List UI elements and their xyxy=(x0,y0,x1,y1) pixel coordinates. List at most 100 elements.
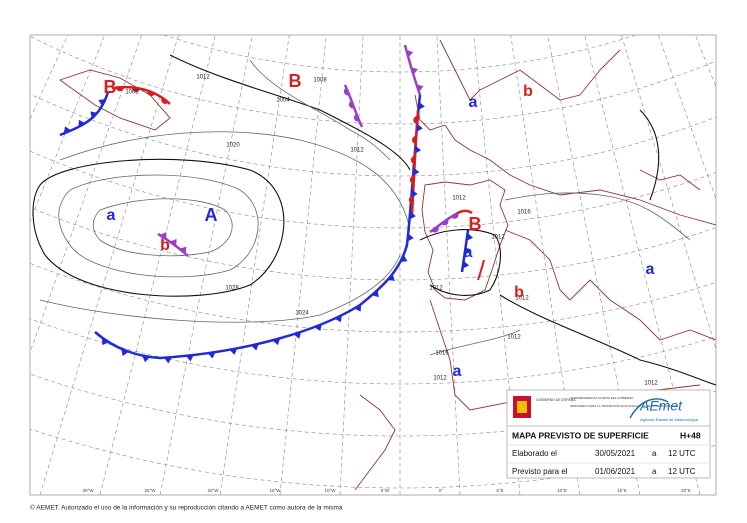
pressure-center: b xyxy=(514,284,524,301)
semicircle xyxy=(410,155,416,164)
triangle xyxy=(229,348,238,355)
brand-sub: Agencia Estatal de Meteorología xyxy=(640,417,699,422)
triangle xyxy=(251,343,259,351)
fronts xyxy=(59,44,485,364)
cold-symbol xyxy=(229,348,238,355)
meridian xyxy=(30,35,106,222)
cold-symbol xyxy=(98,99,106,107)
gov-label: GOBIERNO DE ESPAÑA xyxy=(536,397,576,402)
isobar-label: 1012 xyxy=(507,335,521,341)
longitude-label: 15°E xyxy=(617,488,627,493)
warm-symbol xyxy=(131,87,140,92)
semicircle xyxy=(348,100,355,109)
meridian xyxy=(339,35,364,495)
warm-symbol xyxy=(115,87,124,92)
isobar-label: 1020 xyxy=(226,143,240,149)
longitude-label: 20°E xyxy=(681,488,691,493)
triangle xyxy=(179,246,187,254)
cold-symbol xyxy=(63,126,72,134)
triangle xyxy=(416,123,423,132)
gov-label: VICEPRESIDENCIA CUARTA DEL GOBIERNO xyxy=(570,396,634,400)
longitude-label: 20°W xyxy=(207,488,219,493)
triangle xyxy=(409,211,416,220)
cold-symbol xyxy=(407,233,414,242)
parallel xyxy=(0,0,747,20)
cold-symbol xyxy=(163,357,172,364)
triangle xyxy=(371,289,379,298)
triangle xyxy=(354,304,362,312)
meridian xyxy=(436,35,461,495)
triangle xyxy=(414,145,422,154)
longitude-label: 0° xyxy=(439,488,444,493)
parallel xyxy=(30,93,716,177)
cold-symbol xyxy=(416,84,424,92)
triangle xyxy=(78,119,86,128)
meridian xyxy=(547,35,641,495)
graticule xyxy=(0,0,747,495)
cold-symbol xyxy=(413,167,420,176)
cold-symbol xyxy=(462,260,469,269)
semicircle xyxy=(353,113,360,122)
semicircle xyxy=(408,195,414,204)
semicircle xyxy=(409,175,415,184)
isobar-label: 1016 xyxy=(517,210,531,216)
triangle xyxy=(98,99,106,107)
cold-symbol xyxy=(387,273,395,281)
info-cell: a xyxy=(652,449,657,458)
meridian xyxy=(658,35,716,200)
cold-symbol xyxy=(414,145,422,154)
semicircle xyxy=(450,212,459,219)
longitude-label: 15°W xyxy=(269,488,281,493)
meridian xyxy=(621,35,716,350)
triangle xyxy=(407,233,414,242)
isobar-label: 1012 xyxy=(429,286,443,292)
longitude-label: 10°E xyxy=(557,488,567,493)
pressure-center: A xyxy=(205,205,218,225)
triangle xyxy=(334,315,342,323)
triangle xyxy=(159,232,167,240)
triangle xyxy=(293,331,302,339)
pressure-center: a xyxy=(646,261,655,278)
semicircle xyxy=(161,97,169,104)
isobar-label: 1012 xyxy=(491,235,505,241)
semicircle xyxy=(147,90,156,97)
isobar-label: 1028 xyxy=(225,286,239,292)
warm-symbol xyxy=(450,212,459,219)
longitude-label: 5°E xyxy=(496,488,503,493)
pressure-center: b xyxy=(523,83,533,100)
triangle xyxy=(90,111,98,119)
cold-symbol xyxy=(411,189,418,198)
gov-label: MINISTERIO PARA LA TRANSICIÓN ECOLÓGICA … xyxy=(570,403,679,408)
triangle xyxy=(406,49,414,58)
info-title: MAPA PREVISTO DE SUPERFICIE xyxy=(512,430,649,440)
cold-symbol xyxy=(416,123,423,132)
cold-symbol xyxy=(354,304,362,312)
warm-symbol xyxy=(147,90,156,97)
warm-symbol xyxy=(413,115,418,124)
meridian xyxy=(39,35,179,495)
cold-symbol xyxy=(272,338,281,346)
isobars xyxy=(32,54,716,386)
warm-symbol xyxy=(411,135,417,144)
triangle xyxy=(163,357,172,364)
meridian xyxy=(159,35,253,495)
triangle xyxy=(387,273,395,281)
info-rows: Elaborado el 30/05/2021 a 12 UTC Previsto pa… xyxy=(512,449,696,476)
coat-of-arms-inner xyxy=(517,401,527,413)
triangle xyxy=(207,351,216,359)
triangle xyxy=(466,232,473,241)
cold-symbol xyxy=(418,101,425,110)
isobar-label: 1012 xyxy=(515,296,529,302)
info-cell: a xyxy=(652,467,657,476)
semicircle xyxy=(431,226,439,233)
cold-symbol xyxy=(78,119,86,128)
aemet-swoosh xyxy=(629,398,669,419)
semicircle xyxy=(413,115,418,124)
isobar-label: 1008 xyxy=(313,78,327,84)
meridian xyxy=(219,35,290,495)
warm-symbol xyxy=(409,175,415,184)
triangle xyxy=(102,337,109,346)
meridian xyxy=(279,35,327,495)
triangle xyxy=(121,348,129,356)
meridian xyxy=(30,35,142,354)
